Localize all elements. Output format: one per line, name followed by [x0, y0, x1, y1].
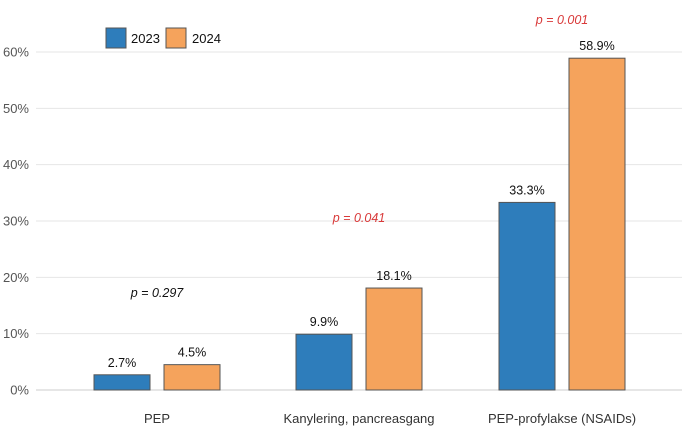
bar-value-label: 9.9%	[310, 315, 339, 329]
bar-2024[interactable]	[568, 57, 626, 391]
legend-label: 2024	[192, 31, 221, 46]
y-tick-label: 30%	[3, 214, 29, 229]
bar-value-label: 2.7%	[108, 356, 137, 370]
y-tick-label: 50%	[3, 101, 29, 116]
y-tick-label: 20%	[3, 270, 29, 285]
bar-value-label: 4.5%	[178, 346, 207, 360]
bar-value-label: 18.1%	[376, 269, 411, 283]
category-label: PEP	[144, 411, 170, 426]
p-value-annotation: p = 0.297	[130, 286, 185, 300]
bar-2023[interactable]	[295, 333, 353, 391]
bar-2024[interactable]	[163, 364, 221, 391]
legend-swatch-2023[interactable]	[105, 27, 127, 49]
y-tick-label: 10%	[3, 326, 29, 341]
bar-value-label: 33.3%	[509, 183, 544, 197]
bar-value-label: 58.9%	[579, 39, 614, 53]
category-label: PEP-profylakse (NSAIDs)	[488, 411, 636, 426]
bar-2023[interactable]	[498, 201, 556, 391]
p-value-annotation: p = 0.001	[535, 13, 588, 27]
y-tick-label: 40%	[3, 157, 29, 172]
bar-2023[interactable]	[93, 374, 151, 391]
p-value-annotation: p = 0.041	[332, 211, 385, 225]
legend-swatch-2024[interactable]	[165, 27, 187, 49]
category-label: Kanylering, pancreasgang	[283, 411, 434, 426]
legend-label: 2023	[131, 31, 160, 46]
y-tick-label: 0%	[10, 383, 29, 398]
bar-2024[interactable]	[365, 287, 423, 391]
y-tick-label: 60%	[3, 45, 29, 60]
